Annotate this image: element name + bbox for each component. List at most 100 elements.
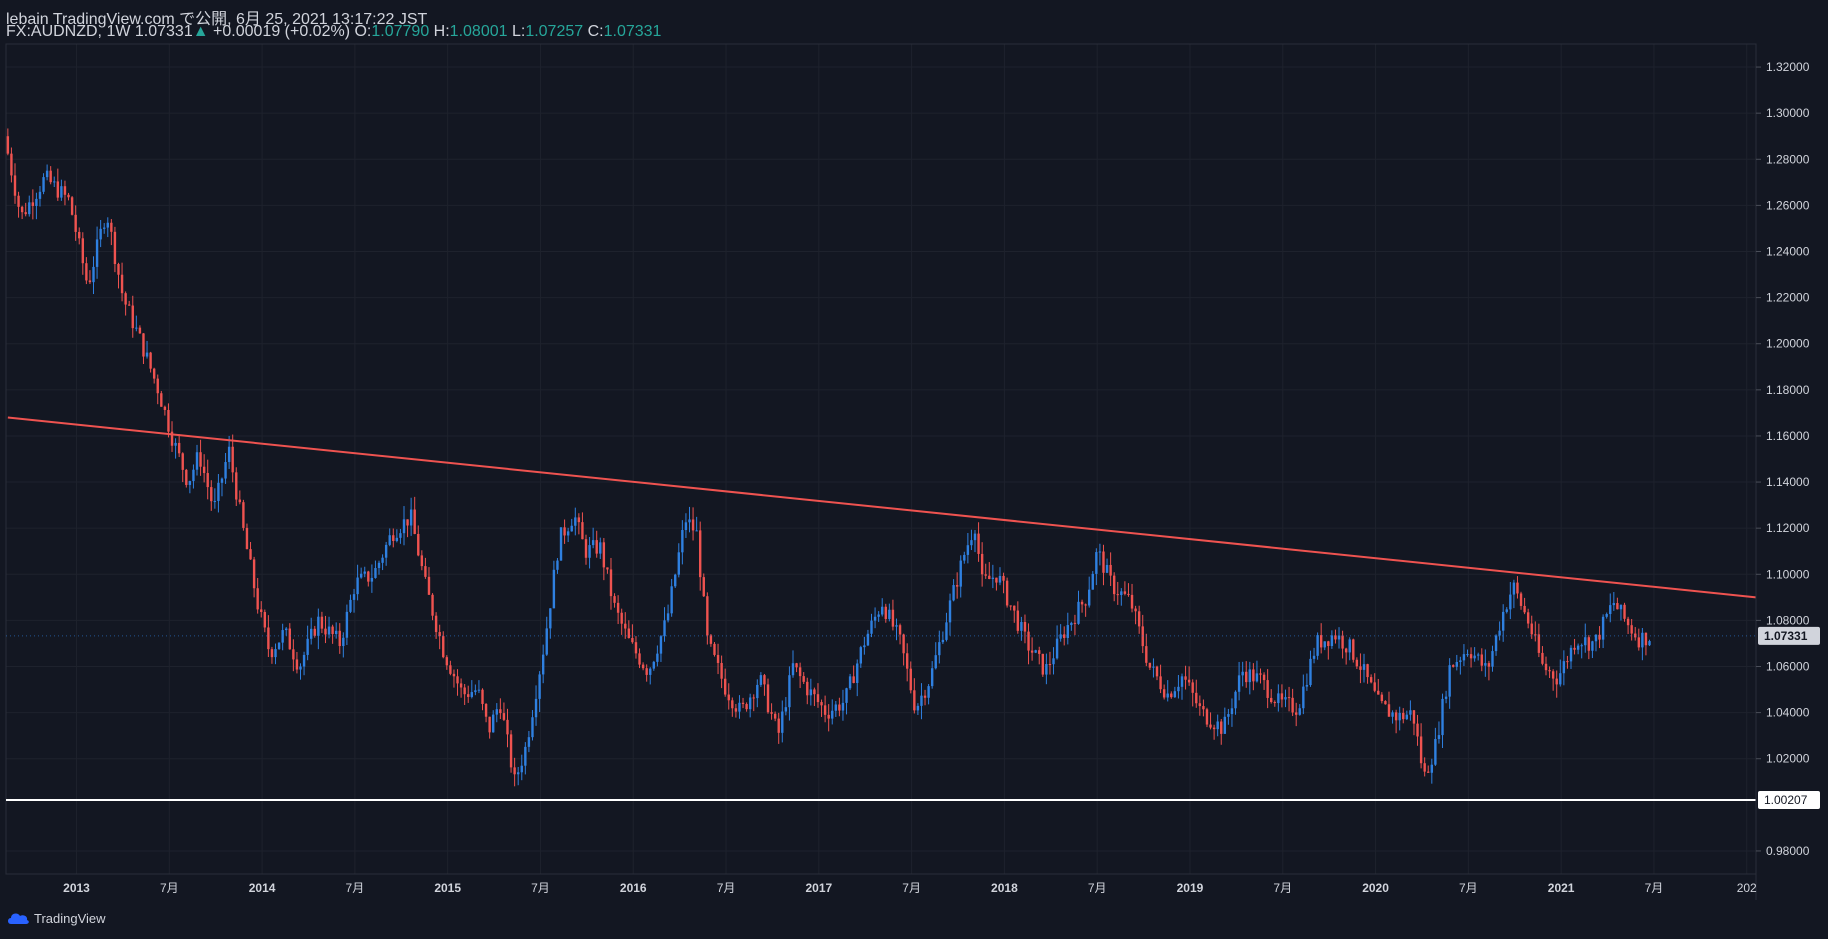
candle-body xyxy=(249,549,252,560)
candle-body xyxy=(1612,603,1616,606)
candle-body xyxy=(1030,650,1034,653)
candle-body xyxy=(1302,686,1305,709)
candle-body xyxy=(702,577,705,597)
candle-body xyxy=(17,195,20,207)
candle-body xyxy=(895,625,898,627)
candle-body xyxy=(142,333,145,357)
candle-body xyxy=(331,626,334,635)
candle-body xyxy=(85,263,88,281)
candle-body xyxy=(556,560,559,570)
price-axis[interactable]: 1.32000 1.30000 1.28000 1.26000 1.24000 1.220… xyxy=(1756,60,1810,858)
candle-body xyxy=(67,194,70,198)
candle-body xyxy=(92,266,95,283)
candle-body xyxy=(666,613,670,621)
close-value: 1.07331 xyxy=(603,23,662,40)
open-label: O: xyxy=(354,23,372,40)
candle-body xyxy=(1187,679,1191,683)
candle-body xyxy=(1230,708,1234,715)
candle-body xyxy=(995,577,998,583)
candle-body xyxy=(1277,693,1280,704)
candle-body xyxy=(1155,666,1159,677)
candle-body xyxy=(524,746,527,766)
candle-body xyxy=(1380,694,1384,702)
candle-body xyxy=(1377,690,1380,695)
candle-body xyxy=(1327,641,1330,647)
candle-body xyxy=(1173,691,1177,698)
candle-body xyxy=(1088,589,1091,606)
candle-body xyxy=(10,153,13,176)
candle-body xyxy=(945,622,948,640)
candle-body xyxy=(709,635,713,644)
candle-body xyxy=(520,765,523,773)
candle-body xyxy=(174,442,177,446)
candle-body xyxy=(1052,658,1055,665)
price-tick-label: 1.16000 xyxy=(1766,429,1810,443)
candle-body xyxy=(531,717,534,738)
candle-body xyxy=(559,527,563,561)
time-tick-label: 2020 xyxy=(1362,881,1389,895)
candle-body xyxy=(292,649,295,660)
candle-body xyxy=(1341,635,1344,649)
candle-body xyxy=(1248,669,1252,683)
time-axis[interactable]: 2013 7月 2014 7月 2015 7月 2016 7月 2017 7月 2018 7月 2019… xyxy=(63,881,1757,895)
candle-body xyxy=(1116,594,1119,596)
candle-body xyxy=(1013,605,1016,611)
candle-body xyxy=(117,264,120,275)
candle-body xyxy=(1484,663,1487,666)
candle-body xyxy=(28,202,31,215)
resistance-trendline[interactable] xyxy=(7,416,1757,599)
candle-body xyxy=(1319,635,1323,648)
publisher-text: lebain TradingView.com で公開, 6月 25, 2021 … xyxy=(6,11,428,28)
candle-body xyxy=(481,689,484,704)
candle-body xyxy=(1191,682,1194,693)
candle-body xyxy=(338,630,341,647)
candle-body xyxy=(1027,631,1030,651)
candle-body xyxy=(1641,632,1644,648)
candle-body xyxy=(31,202,35,206)
candle-body xyxy=(1080,601,1084,605)
candle-body xyxy=(856,663,859,683)
candle-body xyxy=(352,594,356,600)
candle-body xyxy=(1366,664,1369,678)
candle-body xyxy=(413,509,416,534)
candle-body xyxy=(449,665,452,674)
candle-body xyxy=(777,718,780,733)
candle-body xyxy=(748,697,752,710)
candle-body xyxy=(1159,676,1162,690)
candle-body xyxy=(970,540,973,546)
candle-body xyxy=(1419,736,1423,764)
candle-body xyxy=(816,694,820,703)
candle-body xyxy=(306,638,309,655)
candle-body xyxy=(1234,691,1237,709)
candle-body xyxy=(260,609,263,613)
candle-body xyxy=(809,689,813,696)
candle-body xyxy=(20,206,24,213)
candle-body xyxy=(713,643,716,655)
candle-body xyxy=(434,615,438,633)
candle-body xyxy=(1309,658,1312,686)
candle-body xyxy=(966,545,970,555)
candle-body xyxy=(1255,673,1259,682)
candle-body xyxy=(1448,665,1451,697)
candle-body xyxy=(6,136,10,154)
high-value: 1.08001 xyxy=(449,23,508,40)
candle-body xyxy=(220,478,224,483)
candle-body xyxy=(452,673,456,677)
candle-body xyxy=(1584,637,1587,646)
candle-body xyxy=(1576,645,1580,650)
time-tick-label: 2015 xyxy=(434,881,461,895)
candle-body xyxy=(42,177,45,192)
candle-body xyxy=(367,571,370,582)
candle-body xyxy=(1145,646,1148,663)
candle-body xyxy=(295,659,299,670)
candle-body xyxy=(1437,735,1441,740)
candle-body xyxy=(934,655,937,669)
candle-body xyxy=(1452,665,1455,667)
candle-body xyxy=(188,481,192,485)
candle-body xyxy=(1473,655,1476,659)
candle-body xyxy=(1609,605,1612,615)
candle-body xyxy=(145,352,149,357)
candle-body xyxy=(1409,710,1412,715)
tradingview-cloud-icon xyxy=(8,913,29,924)
